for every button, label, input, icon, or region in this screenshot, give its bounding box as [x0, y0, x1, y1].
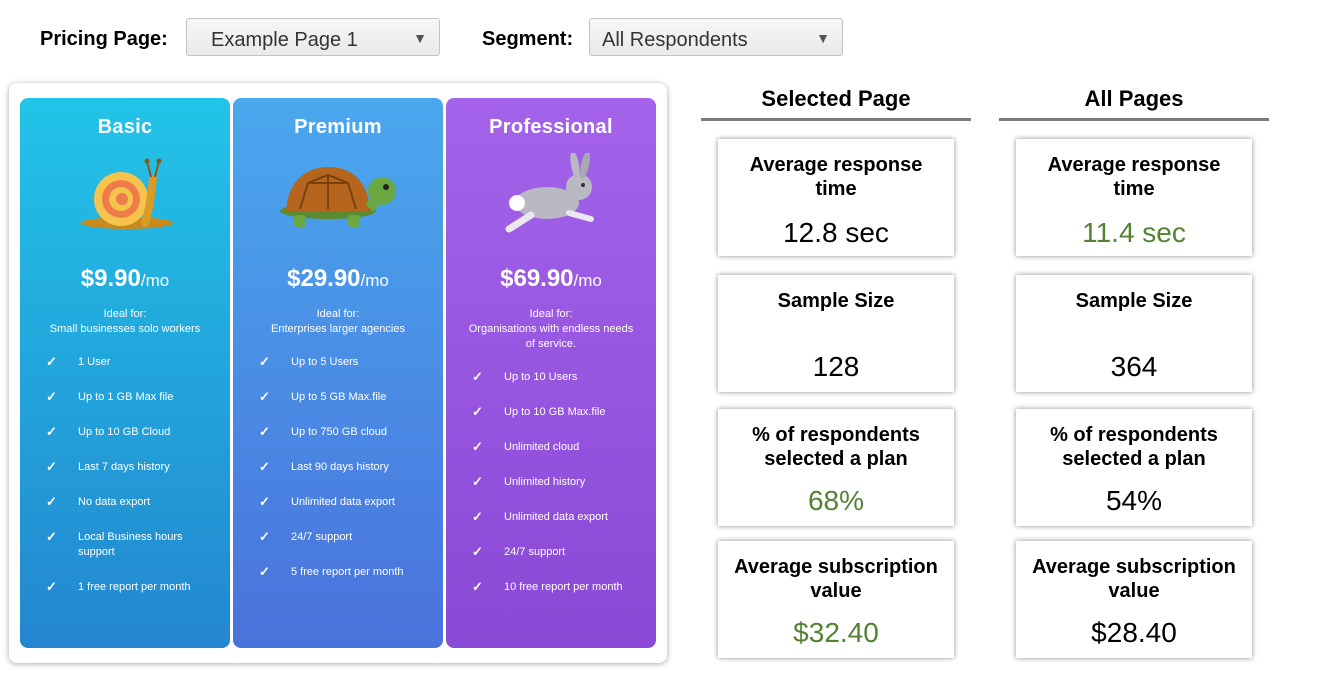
chevron-down-icon: ▼: [413, 30, 427, 46]
plan-name: Premium: [294, 116, 382, 138]
segment-selected-value: All Respondents: [602, 29, 748, 51]
check-icon: ✓: [46, 459, 57, 474]
stat-value: 128: [812, 351, 860, 382]
segment-label: Segment:: [482, 28, 574, 50]
plan-card-premium: Premium $29.90/mo Ideal for: Enterprises…: [233, 98, 443, 648]
feature-item: ✓ 10 free report per month: [472, 579, 623, 594]
feature-item: ✓ Last 90 days history: [259, 459, 389, 474]
feature-item: ✓ No data export: [46, 494, 151, 509]
feature-item: ✓ 24/7 support: [259, 529, 353, 544]
check-icon: ✓: [259, 424, 270, 439]
turtle-icon: [280, 167, 396, 227]
feature-item: ✓ Local Business hours support: [46, 529, 183, 558]
feature-item: ✓ Unlimited data export: [472, 509, 608, 524]
check-icon: ✓: [472, 579, 483, 594]
stat-label: Average response time: [749, 154, 923, 200]
plan-name: Basic: [97, 116, 153, 138]
feature-item: ✓ Unlimited data export: [259, 494, 395, 509]
check-icon: ✓: [259, 494, 270, 509]
feature-item: ✓ Up to 1 GB Max file: [46, 389, 174, 404]
feature-item: ✓ Up to 10 GB Max.file: [472, 404, 606, 419]
plan-ideal-for: Ideal for: Organisations with endless ne…: [468, 308, 634, 350]
all-pages-heading: All Pages: [1084, 86, 1184, 111]
check-icon: ✓: [259, 354, 270, 369]
plan-ideal-for: Ideal for: Small businesses solo workers: [49, 308, 201, 335]
feature-item: ✓ Unlimited history: [472, 474, 586, 489]
stat-value: 68%: [807, 485, 865, 516]
pricing-page-label: Pricing Page:: [40, 28, 168, 50]
plan-features-list: ✓ Up to 10 Users ✓ Up to 10 GB Max.file ✓ U…: [446, 369, 656, 615]
stat-label: Sample Size: [777, 290, 895, 312]
check-icon: ✓: [259, 389, 270, 404]
stat-card-avg-subscription-selected: Average subscription value $32.40: [718, 541, 954, 658]
feature-item: ✓ Up to 10 Users: [472, 369, 578, 384]
stat-label: Average response time: [1047, 154, 1221, 200]
selected-page-divider: [701, 118, 971, 121]
stat-card-avg-response-all: Average response time 11.4 sec: [1016, 139, 1252, 256]
feature-item: ✓ 1 User: [46, 354, 111, 369]
feature-item: ✓ 1 free report per month: [46, 579, 191, 594]
plan-price: $9.90/mo: [80, 265, 170, 292]
check-icon: ✓: [46, 494, 57, 509]
stat-card-pct-selected-plan-all: % of respondents selected a plan 54%: [1016, 409, 1252, 526]
chevron-down-icon: ▼: [816, 30, 830, 46]
feature-item: ✓ Up to 5 Users: [259, 354, 359, 369]
check-icon: ✓: [46, 579, 57, 594]
stat-value: 11.4 sec: [1082, 217, 1186, 248]
stat-card-avg-subscription-all: Average subscription value $28.40: [1016, 541, 1252, 658]
feature-item: ✓ Unlimited cloud: [472, 439, 580, 454]
stat-card-sample-size-all: Sample Size 364: [1016, 275, 1252, 392]
feature-item: ✓ Up to 10 GB Cloud: [46, 424, 171, 439]
feature-item: ✓ Up to 750 GB cloud: [259, 424, 388, 439]
stat-card-avg-response-selected: Average response time 12.8 sec: [718, 139, 954, 256]
pricing-page-dropdown[interactable]: Example Page 1 ▼: [186, 18, 440, 56]
segment-dropdown[interactable]: All Respondents ▼: [589, 18, 843, 56]
feature-item: ✓ Up to 5 GB Max.file: [259, 389, 387, 404]
plan-price: $29.90/mo: [287, 265, 389, 292]
check-icon: ✓: [46, 389, 57, 404]
stat-label: % of respondents selected a plan: [1050, 424, 1218, 470]
rabbit-icon: [505, 153, 594, 233]
stat-value: 54%: [1105, 485, 1163, 516]
stat-value: 12.8 sec: [783, 217, 889, 248]
check-icon: ✓: [472, 439, 483, 454]
check-icon: ✓: [472, 509, 483, 524]
check-icon: ✓: [259, 459, 270, 474]
pricing-table-panel: Basic $9.90/mo Ideal for: Small business…: [9, 83, 667, 663]
check-icon: ✓: [472, 544, 483, 559]
plan-name: Professional: [489, 116, 613, 138]
stat-card-pct-selected-plan-selected: % of respondents selected a plan 68%: [718, 409, 954, 526]
check-icon: ✓: [46, 354, 57, 369]
snail-icon: [81, 158, 173, 229]
check-icon: ✓: [472, 474, 483, 489]
feature-item: ✓ 5 free report per month: [259, 564, 404, 579]
pricing-page-selected-value: Example Page 1: [211, 29, 358, 51]
check-icon: ✓: [46, 424, 57, 439]
stat-label: Average subscription value: [1032, 556, 1236, 602]
stat-value: $32.40: [793, 617, 879, 648]
selected-page-heading: Selected Page: [761, 86, 911, 111]
plan-features-list: ✓ Up to 5 Users ✓ Up to 5 GB Max.file ✓ Up …: [233, 354, 443, 600]
stat-card-sample-size-selected: Sample Size 128: [718, 275, 954, 392]
all-pages-divider: [999, 118, 1269, 121]
stat-label: Average subscription value: [734, 556, 938, 602]
feature-item: ✓ 24/7 support: [472, 544, 566, 559]
stat-label: Sample Size: [1075, 290, 1193, 312]
plan-card-professional: Professional $69.90/mo Ideal for: Organi…: [446, 98, 656, 648]
plan-ideal-for: Ideal for: Enterprises larger agencies: [271, 308, 405, 335]
stat-label: % of respondents selected a plan: [752, 424, 920, 470]
check-icon: ✓: [46, 529, 57, 544]
feature-item: ✓ Last 7 days history: [46, 459, 170, 474]
stat-value: 364: [1110, 351, 1158, 382]
stat-value: $28.40: [1091, 617, 1177, 648]
plan-card-basic: Basic $9.90/mo Ideal for: Small business…: [20, 98, 230, 648]
plan-price: $69.90/mo: [500, 265, 602, 292]
check-icon: ✓: [259, 529, 270, 544]
check-icon: ✓: [472, 369, 483, 384]
plan-features-list: ✓ 1 User ✓ Up to 1 GB Max file ✓ Up to 10 G…: [20, 354, 230, 615]
check-icon: ✓: [472, 404, 483, 419]
check-icon: ✓: [259, 564, 270, 579]
